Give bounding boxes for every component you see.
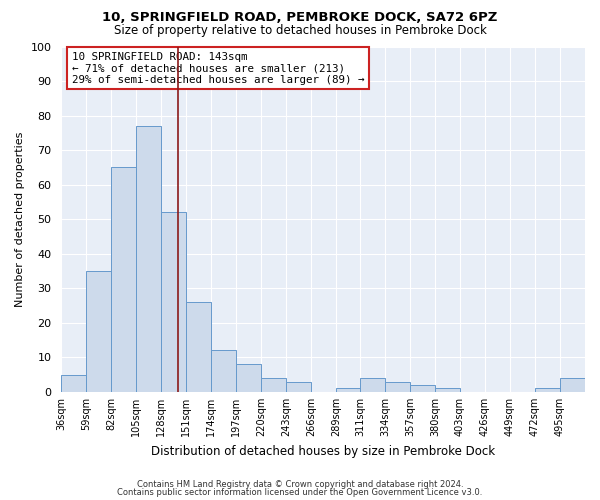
X-axis label: Distribution of detached houses by size in Pembroke Dock: Distribution of detached houses by size …: [151, 444, 495, 458]
Bar: [136, 126, 161, 392]
Bar: [435, 388, 460, 392]
Bar: [161, 212, 186, 392]
Text: Contains HM Land Registry data © Crown copyright and database right 2024.: Contains HM Land Registry data © Crown c…: [137, 480, 463, 489]
Bar: [186, 302, 211, 392]
Bar: [261, 378, 286, 392]
Bar: [286, 382, 311, 392]
Bar: [360, 378, 385, 392]
Bar: [336, 388, 360, 392]
Bar: [211, 350, 236, 392]
Bar: [61, 374, 86, 392]
Y-axis label: Number of detached properties: Number of detached properties: [15, 132, 25, 307]
Bar: [111, 168, 136, 392]
Bar: [86, 271, 111, 392]
Text: 10 SPRINGFIELD ROAD: 143sqm
← 71% of detached houses are smaller (213)
29% of se: 10 SPRINGFIELD ROAD: 143sqm ← 71% of det…: [72, 52, 364, 85]
Text: Size of property relative to detached houses in Pembroke Dock: Size of property relative to detached ho…: [113, 24, 487, 37]
Text: 10, SPRINGFIELD ROAD, PEMBROKE DOCK, SA72 6PZ: 10, SPRINGFIELD ROAD, PEMBROKE DOCK, SA7…: [103, 11, 497, 24]
Bar: [236, 364, 261, 392]
Text: Contains public sector information licensed under the Open Government Licence v3: Contains public sector information licen…: [118, 488, 482, 497]
Bar: [560, 378, 585, 392]
Bar: [385, 382, 410, 392]
Bar: [535, 388, 560, 392]
Bar: [410, 385, 435, 392]
